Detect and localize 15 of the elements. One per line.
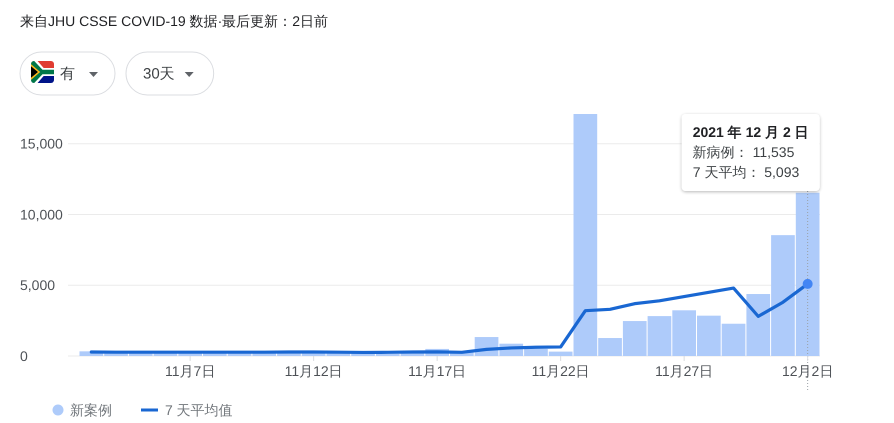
x-tick-label: 12月2日: [782, 363, 834, 379]
x-tick-label: 11月7日: [164, 363, 216, 379]
y-tick-label: 10,000: [20, 206, 64, 222]
text: 30天: [143, 66, 175, 82]
y-tick-label: 15,000: [20, 136, 64, 152]
x-tick-label: 11月17日: [408, 363, 466, 379]
y-tick-label: 0: [20, 348, 28, 364]
legend-label: 新案例: [70, 402, 112, 418]
y-tick-label: 5,000: [20, 277, 56, 294]
text: 来自JHU CSSE COVID-19 数据·最后更新：2日前: [20, 13, 328, 29]
x-tick-label: 11月12日: [284, 363, 343, 379]
legend-label: 7 天平均值: [165, 402, 233, 418]
text: 有: [60, 66, 75, 82]
x-tick-label: 11月22日: [532, 363, 590, 379]
x-tick-label: 11月27日: [655, 363, 714, 379]
